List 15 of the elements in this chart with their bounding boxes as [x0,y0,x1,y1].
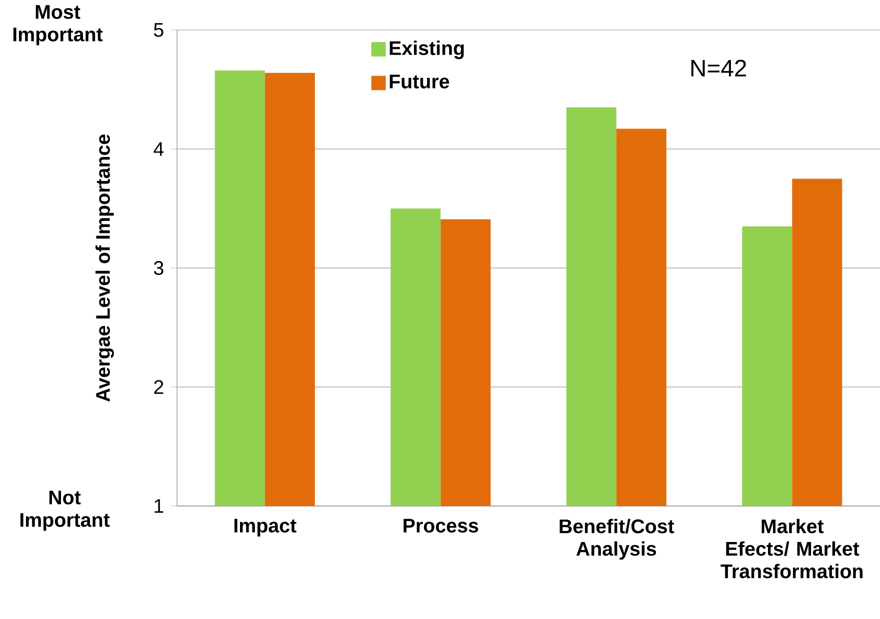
text: Not Important [20,490,110,531]
x-tick-label: Market Efects/ Market Transformation [720,518,863,578]
y-tick-label: 2 [154,380,164,394]
x-tick-label: Benefit/Cost Analysis [560,518,674,560]
y-tick-label: 3 [154,261,164,275]
text: Most Important [13,5,103,46]
y-tick-label: 4 [154,142,164,156]
y-axis-title: Avergae Level of Importance [95,134,114,402]
x-tick-label: Process [404,518,478,533]
y-tick-label: 1 [154,499,164,513]
annotation: N=42 [691,60,746,76]
x-tick-label: Impact [234,518,296,536]
legend-label: Future [390,74,450,88]
y-tick-label: 5 [154,23,164,37]
legend-label: Existing [390,40,464,60]
